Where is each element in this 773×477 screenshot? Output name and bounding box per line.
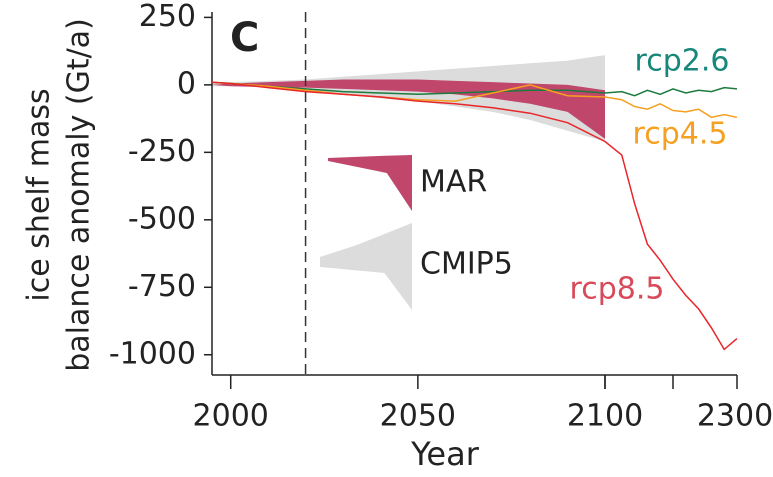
x-tick-label: 2100 [567, 399, 643, 434]
y-tick-label: -250 [128, 134, 196, 169]
y-tick-label: -500 [128, 201, 196, 236]
y-axis-label: ice shelf mass [22, 88, 57, 301]
legend-swatch [320, 223, 412, 310]
legend-label: MAR [420, 165, 487, 200]
x-tick-label: 2000 [193, 399, 269, 434]
y-tick-label: -750 [128, 269, 196, 304]
series-label: rcp2.6 [635, 44, 730, 79]
legend-swatch [328, 155, 412, 211]
series-label: rcp8.5 [570, 272, 665, 307]
x-tick-label: 2050 [380, 399, 456, 434]
y-tick-label: 0 [177, 66, 196, 101]
x-axis-label: Year [410, 435, 480, 473]
legend-label: CMIP5 [420, 247, 513, 282]
series-line [211, 81, 738, 351]
y-axis-label: balance anomaly (Gt/a) [62, 18, 97, 372]
series-label: rcp4.5 [633, 117, 728, 152]
y-tick-label: -1000 [109, 336, 196, 371]
panel-label: C [230, 15, 259, 61]
x-tick-label: 2300 [697, 399, 773, 434]
y-tick-label: 250 [139, 0, 196, 34]
band-area [212, 79, 605, 139]
series-line [211, 81, 738, 97]
